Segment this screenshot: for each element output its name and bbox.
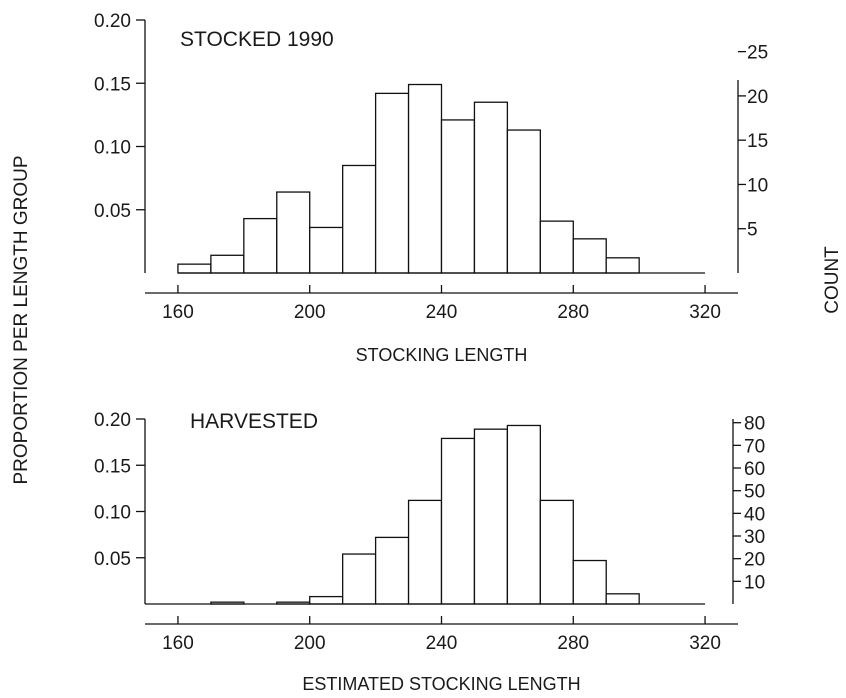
harvested-y2-tick-label-10: 10 [744, 572, 765, 593]
stocked-bar-240 [440, 119, 476, 274]
stocked-x-tick-label-280: 280 [557, 302, 589, 323]
panel-stocked-title: STOCKED 1990 [180, 28, 334, 51]
stocked-bar-230 [407, 83, 443, 274]
harvested-x-tick-label-320: 320 [689, 633, 721, 654]
stocked-y-tick-label-0.1: 0.10 [94, 138, 131, 159]
stocked-bar-160 [177, 263, 212, 274]
harvested-bar-230 [407, 499, 443, 605]
stocked-bar-290 [605, 257, 640, 274]
panel-harvested-title: HARVESTED [190, 410, 318, 433]
harvested-y-tick-label-0.15: 0.15 [94, 456, 131, 477]
stocked-y-tick-label-0.2: 0.20 [94, 11, 131, 32]
harvested-bar-290 [605, 593, 640, 605]
harvested-x-tick-label-280: 280 [557, 633, 589, 654]
harvested-y2-tick-label-20: 20 [744, 550, 765, 571]
harvested-bar-270 [539, 499, 574, 605]
stocked-x-tick-label-160: 160 [162, 302, 194, 323]
harvested-x-tick-label-200: 200 [294, 633, 326, 654]
y-axis-label-left: PROPORTION PER LENGTH GROUP [11, 155, 32, 484]
stocked-y2-tick-label-5: 5 [747, 220, 758, 241]
harvested-bar-220 [374, 536, 410, 605]
stocked-x-axis-label: STOCKING LENGTH [356, 345, 528, 365]
y-axis-label-right: COUNT [822, 246, 843, 314]
stocked-bar-250 [473, 101, 509, 274]
stocked-y-tick-label-0.05: 0.05 [94, 201, 131, 222]
harvested-y2-tick-label-40: 40 [744, 504, 765, 525]
stocked-bar-280 [572, 238, 607, 274]
stocked-bar-220 [374, 92, 410, 274]
stocked-x-tick-label-240: 240 [426, 302, 458, 323]
stocked-bar-260 [506, 129, 541, 274]
stocked-bar-270 [539, 220, 574, 274]
stocked-bar-180 [243, 217, 278, 274]
harvested-bar-250 [473, 428, 509, 605]
stocked-bar-200 [309, 226, 344, 274]
stocked-x-tick-label-320: 320 [689, 302, 721, 323]
stocked-y2-tick-label-15: 15 [747, 131, 768, 152]
harvested-x-tick-label-160: 160 [162, 633, 194, 654]
harvested-bar-260 [506, 424, 541, 605]
stocked-bar-170 [210, 254, 245, 274]
stocked-x-tick-label-200: 200 [294, 302, 326, 323]
harvested-y-tick-label-0.05: 0.05 [94, 549, 131, 570]
harvested-y2-tick-label-60: 60 [744, 459, 765, 480]
harvested-y2-tick-label-30: 30 [744, 527, 765, 548]
harvested-y2-tick-label-50: 50 [744, 482, 765, 503]
harvested-bar-240 [440, 437, 476, 605]
harvested-bar-210 [342, 553, 377, 605]
stocked-y-tick-label-0.15: 0.15 [94, 74, 131, 95]
harvested-y2-tick-label-80: 80 [744, 414, 765, 435]
stocked-y2-tick-label-20: 20 [747, 87, 768, 108]
harvested-x-axis-label: ESTIMATED STOCKING LENGTH [302, 674, 580, 694]
harvested-y-tick-label-0.1: 0.10 [94, 503, 131, 524]
panel-stocked: STOCKED 1990 [180, 28, 334, 51]
harvested-x-tick-label-240: 240 [426, 633, 458, 654]
harvested-y-tick-label-0.2: 0.20 [94, 410, 131, 431]
stocked-y2-tick-label-25: 25 [747, 43, 768, 64]
harvested-y2-tick-label-70: 70 [744, 436, 765, 457]
panel-harvested: HARVESTED [190, 410, 318, 433]
harvested-bar-280 [572, 559, 607, 605]
stocked-bar-210 [342, 164, 377, 274]
stocked-y2-tick-label-10: 10 [747, 175, 768, 196]
harvested-bar-200 [309, 595, 344, 605]
stocked-bar-190 [276, 191, 311, 274]
